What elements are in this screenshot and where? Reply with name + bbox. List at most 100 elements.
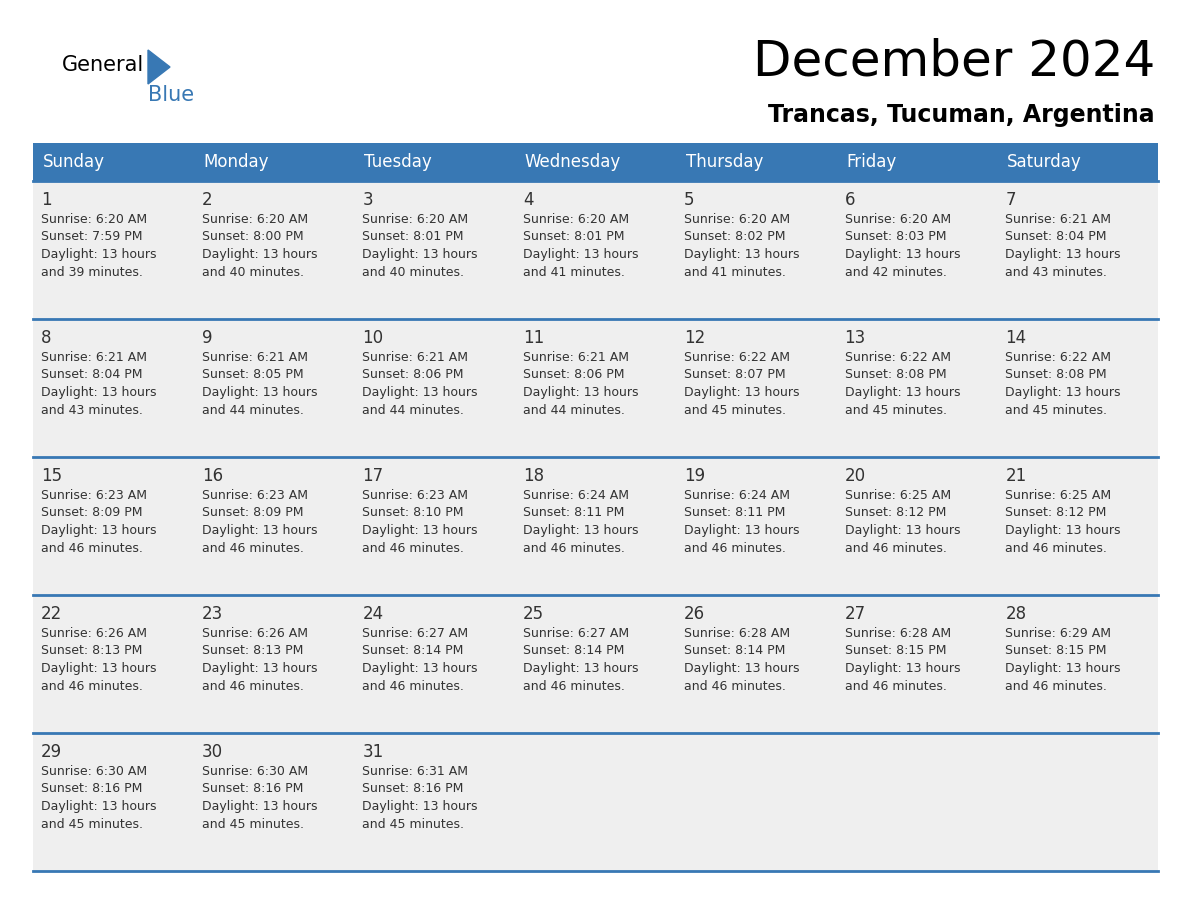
Text: Trancas, Tucuman, Argentina: Trancas, Tucuman, Argentina xyxy=(769,103,1155,127)
Text: 17: 17 xyxy=(362,467,384,485)
Bar xyxy=(354,319,516,457)
Text: 28: 28 xyxy=(1005,605,1026,623)
Bar xyxy=(194,457,354,595)
Text: Sunrise: 6:22 AM
Sunset: 8:08 PM
Daylight: 13 hours
and 45 minutes.: Sunrise: 6:22 AM Sunset: 8:08 PM Dayligh… xyxy=(845,351,960,417)
Text: 25: 25 xyxy=(523,605,544,623)
Text: 24: 24 xyxy=(362,605,384,623)
Bar xyxy=(676,319,836,457)
Bar xyxy=(997,457,1158,595)
Text: Blue: Blue xyxy=(148,85,194,105)
Text: Sunrise: 6:26 AM
Sunset: 8:13 PM
Daylight: 13 hours
and 46 minutes.: Sunrise: 6:26 AM Sunset: 8:13 PM Dayligh… xyxy=(42,627,157,692)
Bar xyxy=(836,319,997,457)
Text: Sunrise: 6:28 AM
Sunset: 8:14 PM
Daylight: 13 hours
and 46 minutes.: Sunrise: 6:28 AM Sunset: 8:14 PM Dayligh… xyxy=(684,627,800,692)
Bar xyxy=(676,181,836,319)
Bar xyxy=(194,143,354,181)
Text: 10: 10 xyxy=(362,329,384,347)
Text: 6: 6 xyxy=(845,191,855,209)
Text: Sunrise: 6:20 AM
Sunset: 8:01 PM
Daylight: 13 hours
and 41 minutes.: Sunrise: 6:20 AM Sunset: 8:01 PM Dayligh… xyxy=(523,213,639,278)
Bar xyxy=(836,143,997,181)
Text: 20: 20 xyxy=(845,467,866,485)
Bar xyxy=(194,733,354,871)
Text: 31: 31 xyxy=(362,743,384,761)
Text: Sunrise: 6:22 AM
Sunset: 8:08 PM
Daylight: 13 hours
and 45 minutes.: Sunrise: 6:22 AM Sunset: 8:08 PM Dayligh… xyxy=(1005,351,1120,417)
Text: 8: 8 xyxy=(42,329,51,347)
Bar xyxy=(516,319,676,457)
Text: Monday: Monday xyxy=(203,153,268,171)
Bar xyxy=(33,181,194,319)
Bar xyxy=(676,457,836,595)
Text: Sunrise: 6:25 AM
Sunset: 8:12 PM
Daylight: 13 hours
and 46 minutes.: Sunrise: 6:25 AM Sunset: 8:12 PM Dayligh… xyxy=(845,489,960,554)
Bar xyxy=(997,319,1158,457)
Text: Sunrise: 6:21 AM
Sunset: 8:06 PM
Daylight: 13 hours
and 44 minutes.: Sunrise: 6:21 AM Sunset: 8:06 PM Dayligh… xyxy=(362,351,478,417)
Text: General: General xyxy=(62,55,144,75)
Bar xyxy=(836,181,997,319)
Polygon shape xyxy=(148,50,170,84)
Text: Sunrise: 6:29 AM
Sunset: 8:15 PM
Daylight: 13 hours
and 46 minutes.: Sunrise: 6:29 AM Sunset: 8:15 PM Dayligh… xyxy=(1005,627,1120,692)
Text: Wednesday: Wednesday xyxy=(525,153,621,171)
Text: Sunrise: 6:25 AM
Sunset: 8:12 PM
Daylight: 13 hours
and 46 minutes.: Sunrise: 6:25 AM Sunset: 8:12 PM Dayligh… xyxy=(1005,489,1120,554)
Bar xyxy=(997,733,1158,871)
Bar xyxy=(33,595,194,733)
Text: Sunrise: 6:22 AM
Sunset: 8:07 PM
Daylight: 13 hours
and 45 minutes.: Sunrise: 6:22 AM Sunset: 8:07 PM Dayligh… xyxy=(684,351,800,417)
Bar xyxy=(836,457,997,595)
Bar xyxy=(33,733,194,871)
Text: Sunrise: 6:20 AM
Sunset: 7:59 PM
Daylight: 13 hours
and 39 minutes.: Sunrise: 6:20 AM Sunset: 7:59 PM Dayligh… xyxy=(42,213,157,278)
Text: Sunrise: 6:21 AM
Sunset: 8:05 PM
Daylight: 13 hours
and 44 minutes.: Sunrise: 6:21 AM Sunset: 8:05 PM Dayligh… xyxy=(202,351,317,417)
Bar xyxy=(354,143,516,181)
Bar xyxy=(997,181,1158,319)
Text: 1: 1 xyxy=(42,191,51,209)
Text: Sunrise: 6:20 AM
Sunset: 8:02 PM
Daylight: 13 hours
and 41 minutes.: Sunrise: 6:20 AM Sunset: 8:02 PM Dayligh… xyxy=(684,213,800,278)
Text: Sunrise: 6:20 AM
Sunset: 8:03 PM
Daylight: 13 hours
and 42 minutes.: Sunrise: 6:20 AM Sunset: 8:03 PM Dayligh… xyxy=(845,213,960,278)
Text: 4: 4 xyxy=(523,191,533,209)
Text: Sunrise: 6:24 AM
Sunset: 8:11 PM
Daylight: 13 hours
and 46 minutes.: Sunrise: 6:24 AM Sunset: 8:11 PM Dayligh… xyxy=(684,489,800,554)
Text: 16: 16 xyxy=(202,467,223,485)
Text: 3: 3 xyxy=(362,191,373,209)
Bar xyxy=(516,143,676,181)
Bar xyxy=(33,319,194,457)
Text: Sunrise: 6:31 AM
Sunset: 8:16 PM
Daylight: 13 hours
and 45 minutes.: Sunrise: 6:31 AM Sunset: 8:16 PM Dayligh… xyxy=(362,765,478,831)
Text: Sunday: Sunday xyxy=(43,153,105,171)
Text: Sunrise: 6:26 AM
Sunset: 8:13 PM
Daylight: 13 hours
and 46 minutes.: Sunrise: 6:26 AM Sunset: 8:13 PM Dayligh… xyxy=(202,627,317,692)
Bar xyxy=(354,457,516,595)
Bar xyxy=(516,457,676,595)
Text: 12: 12 xyxy=(684,329,706,347)
Text: 18: 18 xyxy=(523,467,544,485)
Text: 22: 22 xyxy=(42,605,62,623)
Bar xyxy=(516,181,676,319)
Text: 14: 14 xyxy=(1005,329,1026,347)
Text: Sunrise: 6:21 AM
Sunset: 8:04 PM
Daylight: 13 hours
and 43 minutes.: Sunrise: 6:21 AM Sunset: 8:04 PM Dayligh… xyxy=(42,351,157,417)
Text: Sunrise: 6:28 AM
Sunset: 8:15 PM
Daylight: 13 hours
and 46 minutes.: Sunrise: 6:28 AM Sunset: 8:15 PM Dayligh… xyxy=(845,627,960,692)
Text: 15: 15 xyxy=(42,467,62,485)
Bar xyxy=(33,143,194,181)
Text: Sunrise: 6:20 AM
Sunset: 8:00 PM
Daylight: 13 hours
and 40 minutes.: Sunrise: 6:20 AM Sunset: 8:00 PM Dayligh… xyxy=(202,213,317,278)
Bar xyxy=(997,595,1158,733)
Text: Sunrise: 6:30 AM
Sunset: 8:16 PM
Daylight: 13 hours
and 45 minutes.: Sunrise: 6:30 AM Sunset: 8:16 PM Dayligh… xyxy=(202,765,317,831)
Bar xyxy=(194,181,354,319)
Text: Sunrise: 6:21 AM
Sunset: 8:04 PM
Daylight: 13 hours
and 43 minutes.: Sunrise: 6:21 AM Sunset: 8:04 PM Dayligh… xyxy=(1005,213,1120,278)
Bar xyxy=(354,181,516,319)
Bar xyxy=(516,595,676,733)
Bar xyxy=(354,733,516,871)
Text: Thursday: Thursday xyxy=(685,153,763,171)
Bar xyxy=(194,319,354,457)
Text: Sunrise: 6:27 AM
Sunset: 8:14 PM
Daylight: 13 hours
and 46 minutes.: Sunrise: 6:27 AM Sunset: 8:14 PM Dayligh… xyxy=(362,627,478,692)
Bar xyxy=(676,733,836,871)
Text: Sunrise: 6:24 AM
Sunset: 8:11 PM
Daylight: 13 hours
and 46 minutes.: Sunrise: 6:24 AM Sunset: 8:11 PM Dayligh… xyxy=(523,489,639,554)
Text: 5: 5 xyxy=(684,191,695,209)
Text: Saturday: Saturday xyxy=(1007,153,1082,171)
Text: 30: 30 xyxy=(202,743,223,761)
Text: 2: 2 xyxy=(202,191,213,209)
Text: 27: 27 xyxy=(845,605,866,623)
Bar xyxy=(676,595,836,733)
Bar xyxy=(836,733,997,871)
Text: Sunrise: 6:21 AM
Sunset: 8:06 PM
Daylight: 13 hours
and 44 minutes.: Sunrise: 6:21 AM Sunset: 8:06 PM Dayligh… xyxy=(523,351,639,417)
Text: Sunrise: 6:23 AM
Sunset: 8:10 PM
Daylight: 13 hours
and 46 minutes.: Sunrise: 6:23 AM Sunset: 8:10 PM Dayligh… xyxy=(362,489,478,554)
Text: 13: 13 xyxy=(845,329,866,347)
Bar xyxy=(997,143,1158,181)
Bar xyxy=(836,595,997,733)
Bar xyxy=(676,143,836,181)
Text: 29: 29 xyxy=(42,743,62,761)
Text: 23: 23 xyxy=(202,605,223,623)
Text: 9: 9 xyxy=(202,329,213,347)
Bar xyxy=(194,595,354,733)
